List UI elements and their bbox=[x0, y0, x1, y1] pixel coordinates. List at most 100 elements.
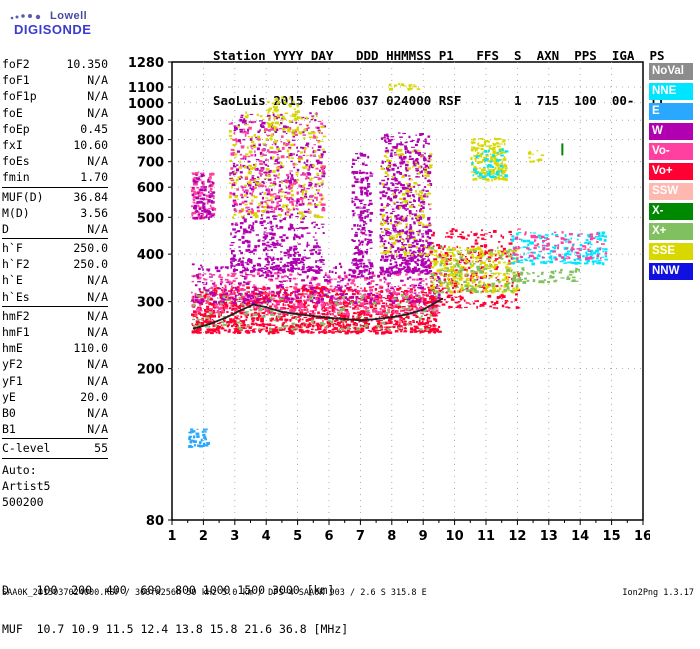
echo-point bbox=[431, 274, 435, 276]
echo-point bbox=[431, 266, 434, 268]
echo-point bbox=[317, 183, 320, 185]
echo-point bbox=[277, 271, 279, 273]
echo-point bbox=[272, 156, 275, 158]
echo-point bbox=[401, 294, 404, 297]
echo-point bbox=[260, 317, 264, 320]
echo-point bbox=[251, 225, 254, 228]
echo-point bbox=[209, 312, 213, 314]
echo-point bbox=[305, 178, 307, 180]
echo-point bbox=[457, 253, 461, 255]
echo-point bbox=[389, 295, 391, 296]
echo-point bbox=[329, 270, 331, 273]
echo-point bbox=[308, 244, 310, 246]
echo-point bbox=[472, 260, 474, 263]
echo-point bbox=[542, 245, 545, 247]
echo-point bbox=[195, 210, 198, 213]
echo-point bbox=[431, 282, 433, 283]
echo-point bbox=[262, 240, 265, 241]
echo-point bbox=[212, 283, 215, 285]
echo-point bbox=[319, 201, 322, 203]
echo-point bbox=[385, 290, 387, 291]
echo-point bbox=[459, 278, 462, 281]
echo-point bbox=[309, 112, 311, 114]
echo-point bbox=[594, 260, 597, 261]
echo-point bbox=[306, 117, 308, 120]
echo-point bbox=[289, 184, 292, 186]
echo-point bbox=[320, 162, 322, 164]
echo-point bbox=[317, 311, 320, 314]
echo-point bbox=[305, 288, 307, 290]
echo-point bbox=[265, 323, 269, 325]
echo-point bbox=[339, 310, 342, 311]
y-tick-label: 500 bbox=[137, 211, 164, 226]
echo-point bbox=[252, 229, 254, 231]
echo-point bbox=[518, 232, 521, 233]
echo-point bbox=[513, 272, 516, 274]
echo-point bbox=[466, 238, 468, 240]
echo-point bbox=[418, 295, 421, 297]
echo-point bbox=[250, 187, 252, 189]
echo-point bbox=[212, 295, 215, 297]
echo-point bbox=[322, 292, 324, 295]
echo-point bbox=[270, 138, 273, 139]
echo-point bbox=[264, 178, 267, 179]
echo-point bbox=[434, 278, 437, 279]
echo-point bbox=[530, 252, 533, 254]
echo-point bbox=[241, 236, 244, 239]
echo-point bbox=[192, 319, 194, 320]
echo-point bbox=[237, 176, 241, 178]
echo-point bbox=[452, 287, 454, 289]
echo-point bbox=[296, 174, 299, 176]
echo-point bbox=[475, 239, 478, 241]
echo-point bbox=[257, 176, 259, 178]
echo-point bbox=[255, 288, 257, 290]
echo-point bbox=[258, 203, 261, 204]
echo-point bbox=[191, 323, 193, 324]
echo-point bbox=[323, 136, 327, 138]
echo-point bbox=[300, 221, 303, 223]
echo-point bbox=[206, 216, 208, 218]
echo-point bbox=[454, 271, 457, 274]
echo-point bbox=[287, 192, 291, 195]
echo-point bbox=[304, 184, 306, 185]
echo-point bbox=[267, 189, 270, 191]
echo-point bbox=[234, 157, 237, 158]
echo-point bbox=[237, 327, 241, 329]
echo-point bbox=[307, 269, 309, 272]
echo-point bbox=[474, 279, 477, 281]
echo-point bbox=[263, 292, 266, 294]
echo-point bbox=[231, 263, 233, 265]
echo-point bbox=[473, 263, 476, 264]
echo-point bbox=[205, 317, 209, 319]
echo-point bbox=[527, 240, 530, 242]
echo-point bbox=[574, 281, 578, 282]
echo-point bbox=[263, 172, 267, 174]
echo-point bbox=[193, 316, 197, 317]
echo-point bbox=[318, 146, 322, 149]
echo-point bbox=[221, 289, 224, 291]
x-tick-label: 16 bbox=[634, 529, 650, 544]
echo-point bbox=[459, 272, 462, 273]
echo-point bbox=[239, 166, 242, 169]
echo-point bbox=[386, 304, 388, 306]
echo-point bbox=[274, 320, 276, 322]
echo-point bbox=[213, 305, 215, 308]
echo-point bbox=[428, 332, 431, 334]
echo-point bbox=[530, 235, 533, 237]
echo-point bbox=[327, 309, 329, 311]
echo-point bbox=[404, 327, 406, 330]
echo-point bbox=[312, 302, 315, 303]
y-tick-label: 200 bbox=[137, 363, 164, 378]
echo-point bbox=[278, 173, 280, 175]
echo-point bbox=[284, 304, 286, 306]
echo-point bbox=[239, 119, 242, 122]
echo-point bbox=[258, 314, 260, 317]
echo-point bbox=[342, 278, 344, 281]
echo-point bbox=[245, 176, 248, 177]
echo-point bbox=[519, 281, 522, 282]
echo-point bbox=[339, 263, 341, 265]
echo-point bbox=[340, 315, 342, 316]
echo-point bbox=[361, 297, 364, 299]
x-tick-label: 6 bbox=[324, 529, 333, 544]
